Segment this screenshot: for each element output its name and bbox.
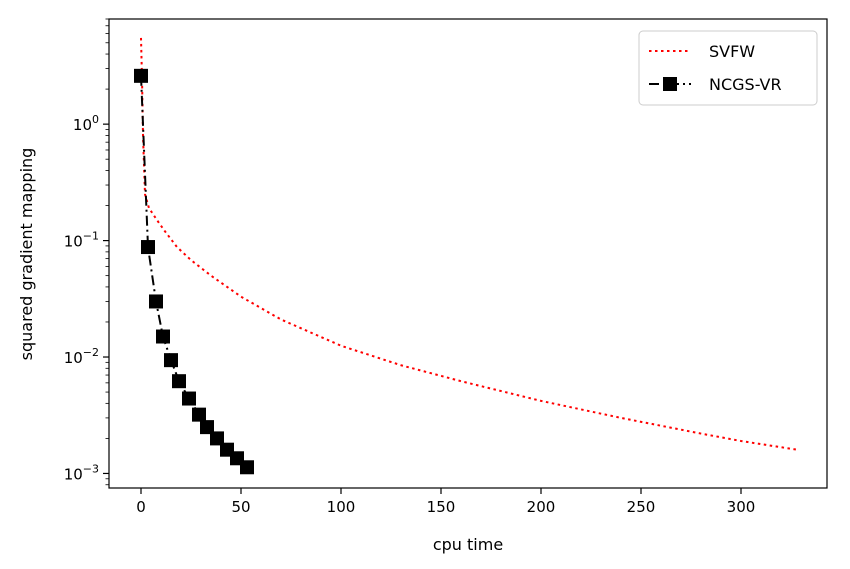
series-1-point <box>182 391 196 406</box>
legend-box <box>638 30 818 106</box>
y-axis-ticks: 100 10−1 10−2 10−3 <box>64 113 109 483</box>
legend-ncgs-vr-marker <box>663 77 677 91</box>
series-1-point <box>156 329 170 344</box>
series-1-point <box>192 407 206 422</box>
y-tick-label: 10−3 <box>64 462 99 483</box>
x-tick-label: 200 <box>527 498 556 516</box>
series-1-point <box>172 374 186 389</box>
y-tick-label: 100 <box>73 113 99 134</box>
series-1-point <box>164 353 178 368</box>
x-tick-label: 50 <box>231 498 250 516</box>
x-tick-label: 250 <box>627 498 656 516</box>
legend-ncgs-vr-label: NCGS-VR <box>709 75 782 94</box>
legend-svfw-label: SVFW <box>709 42 755 61</box>
x-axis-label: cpu time <box>433 535 503 554</box>
series-layer <box>134 37 798 475</box>
series-1-point <box>134 68 148 83</box>
x-tick-label: 100 <box>327 498 356 516</box>
y-tick-label: 10−1 <box>64 230 99 251</box>
series-1-point <box>141 240 155 255</box>
y-tick-label: 10−2 <box>64 346 99 367</box>
series-1-point <box>149 294 163 309</box>
plot-frame <box>108 18 828 489</box>
series-1-point <box>240 460 254 475</box>
x-tick-label: 150 <box>427 498 456 516</box>
x-tick-label: 300 <box>727 498 756 516</box>
legend: SVFW NCGS-VR <box>638 30 818 106</box>
series-1-point <box>210 431 224 446</box>
y-axis-label: squared gradient mapping <box>17 148 36 361</box>
x-axis-ticks: 0 50 100 150 200 250 300 <box>136 488 755 516</box>
x-tick-label: 0 <box>136 498 146 516</box>
series-1-point <box>200 420 214 435</box>
